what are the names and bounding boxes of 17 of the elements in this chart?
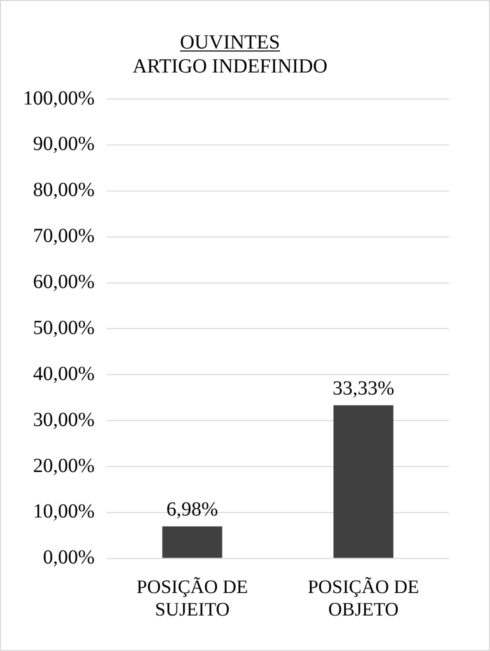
y-tick-label: 0,00%	[42, 546, 95, 569]
y-tick-label: 100,00%	[22, 87, 95, 110]
y-tick-label: 10,00%	[32, 500, 95, 523]
y-tick-label: 80,00%	[32, 179, 95, 202]
data-label: 33,33%	[332, 378, 394, 400]
chart-title: OUVINTES	[180, 31, 280, 54]
x-tick-label: POSIÇÃO DE SUJEITO	[136, 576, 248, 621]
y-tick-label: 50,00%	[32, 316, 95, 339]
data-label: 6,98%	[166, 498, 218, 521]
y-tick-label: 40,00%	[32, 362, 95, 385]
y-tick-label: 30,00%	[32, 408, 95, 431]
y-tick-label: 70,00%	[32, 225, 95, 248]
y-tick-label: 60,00%	[32, 271, 95, 294]
chart-subtitle: ARTIGO INDEFINIDO	[132, 55, 328, 78]
y-tick-label: 20,00%	[32, 454, 95, 477]
y-tick-label: 90,00%	[32, 133, 95, 156]
x-tick-label: POSIÇÃO DE OBJETO	[308, 576, 420, 621]
